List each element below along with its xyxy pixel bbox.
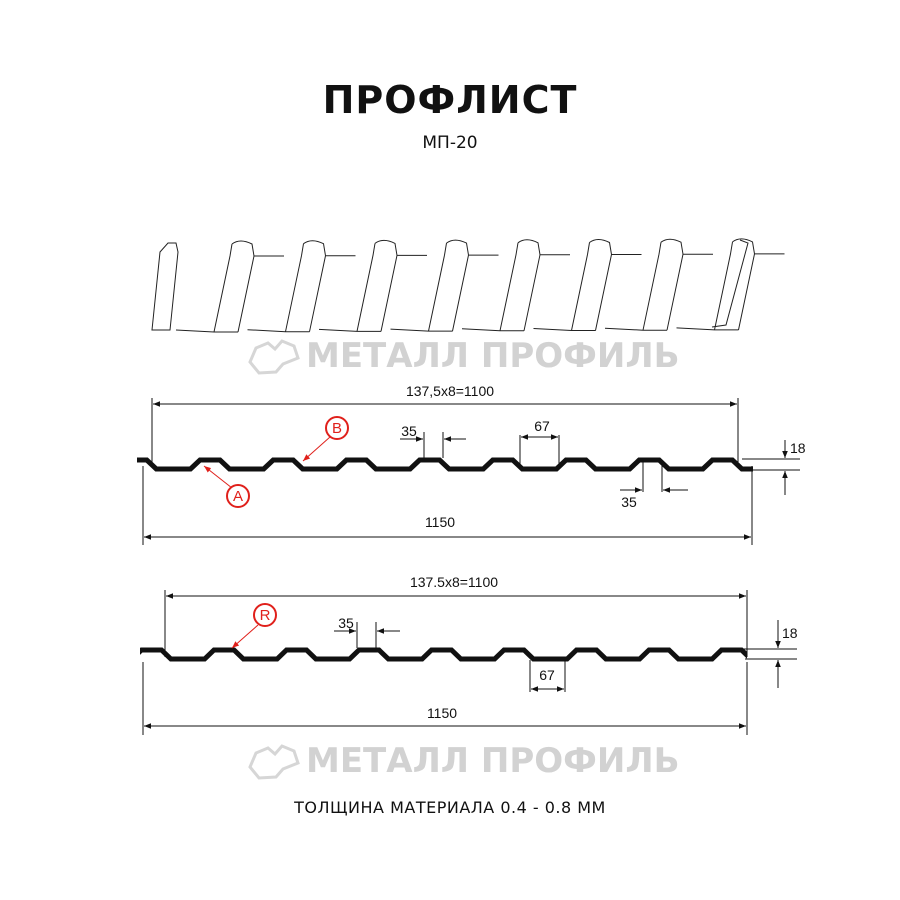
dim-height-label-r: 18 — [782, 625, 798, 641]
page-subtitle: МП-20 — [422, 133, 478, 153]
sheet-rib — [175, 240, 284, 333]
sheet-rib — [318, 239, 427, 332]
marker-a-label: A — [233, 488, 243, 505]
sheet-rib — [676, 238, 785, 331]
marker-b — [325, 416, 349, 440]
marker-r-label: R — [260, 607, 271, 624]
dim-valley-label-r: 67 — [539, 667, 555, 683]
dim-pitch-label: 137,5x8=1100 — [406, 383, 494, 399]
sheet-rib — [604, 238, 713, 331]
dim-height-label: 18 — [790, 440, 806, 456]
marker-a — [226, 484, 250, 508]
sheet-rib — [151, 242, 179, 331]
profile-r-shape — [140, 647, 747, 662]
profile-a-section: 137,5x8=1100 1150 35 67 35 18 B A — [137, 383, 806, 545]
dim-width-label: 1150 — [425, 514, 455, 530]
marker-b-label: B — [332, 420, 342, 437]
material-thickness-note: ТОЛЩИНА МАТЕРИАЛА 0.4 - 0.8 ММ — [294, 798, 606, 817]
dim-pitch-label-r: 137.5x8=1100 — [410, 574, 498, 590]
sheet-rib — [390, 239, 499, 332]
dim-bottom-label: 35 — [621, 494, 637, 510]
watermark-bottom: МЕТАЛЛ ПРОФИЛЬ — [248, 741, 680, 781]
sheet-rib — [461, 239, 570, 332]
dim-crest-label: 35 — [401, 423, 417, 439]
profile-a-shape — [137, 457, 753, 472]
watermark-bottom-text: МЕТАЛЛ ПРОФИЛЬ — [306, 741, 680, 781]
sheet-rib — [247, 240, 356, 333]
sheet-3d-illustration — [151, 238, 785, 333]
dim-width-label-r: 1150 — [427, 705, 457, 721]
marker-r — [253, 603, 277, 627]
dim-valley-label: 67 — [534, 418, 550, 434]
watermark-top: МЕТАЛЛ ПРОФИЛЬ — [248, 336, 680, 376]
profile-r-section: 137.5x8=1100 1150 35 67 18 R — [140, 574, 798, 735]
page-title: ПРОФЛИСТ — [322, 78, 578, 122]
sheet-rib — [533, 239, 642, 331]
dim-crest-label-r: 35 — [338, 615, 354, 631]
sheet-rib — [711, 239, 749, 328]
watermark-top-text: МЕТАЛЛ ПРОФИЛЬ — [306, 336, 680, 376]
